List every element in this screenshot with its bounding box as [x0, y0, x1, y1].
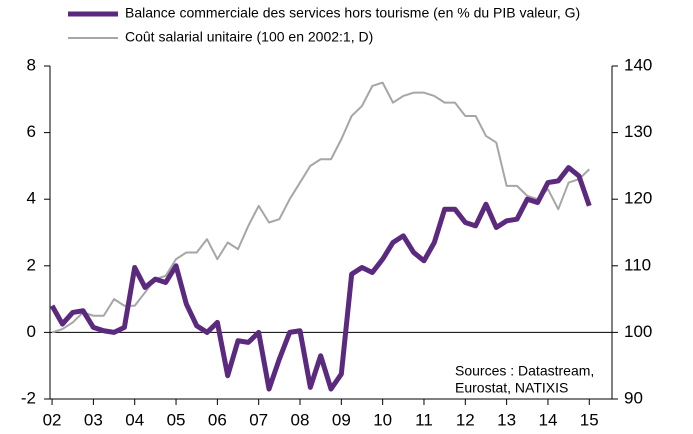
x-tick-label: 09 — [332, 410, 351, 429]
y2-tick-label: 130 — [624, 122, 652, 141]
x-tick-label: 06 — [208, 410, 227, 429]
x-tick-label: 11 — [415, 410, 433, 429]
series-line — [51, 81, 590, 334]
x-tick-label: 12 — [456, 410, 475, 429]
y2-tick-label: 120 — [624, 189, 652, 208]
x-tick-label: 03 — [84, 410, 103, 429]
y2-tick-label: 90 — [624, 388, 643, 407]
y-tick-label: 4 — [27, 189, 36, 208]
x-tick-label: 13 — [497, 410, 516, 429]
y-tick-label: 6 — [27, 122, 36, 141]
x-tick-label: 07 — [249, 410, 268, 429]
y2-tick-label: 100 — [624, 322, 652, 341]
legend-label: Balance commerciale des services hors to… — [125, 5, 580, 21]
y-tick-label: -2 — [21, 388, 36, 407]
x-tick-label: 10 — [373, 410, 392, 429]
annotation: Eurostat, NATIXIS — [455, 380, 568, 396]
y-tick-label: 2 — [27, 255, 36, 274]
y-tick-label: 8 — [27, 55, 36, 74]
y2-tick-label: 140 — [624, 55, 652, 74]
x-tick-label: 04 — [125, 410, 144, 429]
x-tick-label: 05 — [167, 410, 186, 429]
x-tick-label: 08 — [291, 410, 310, 429]
x-tick-label: 02 — [43, 410, 62, 429]
x-tick-label: 14 — [538, 410, 557, 429]
x-tick-label: 15 — [580, 410, 599, 429]
legend-label: Coût salarial unitaire (100 en 2002:1, D… — [125, 29, 373, 45]
annotation: Sources : Datastream, — [455, 363, 594, 379]
y2-tick-label: 110 — [624, 255, 651, 274]
series-line — [49, 165, 592, 392]
y-tick-label: 0 — [27, 322, 36, 341]
